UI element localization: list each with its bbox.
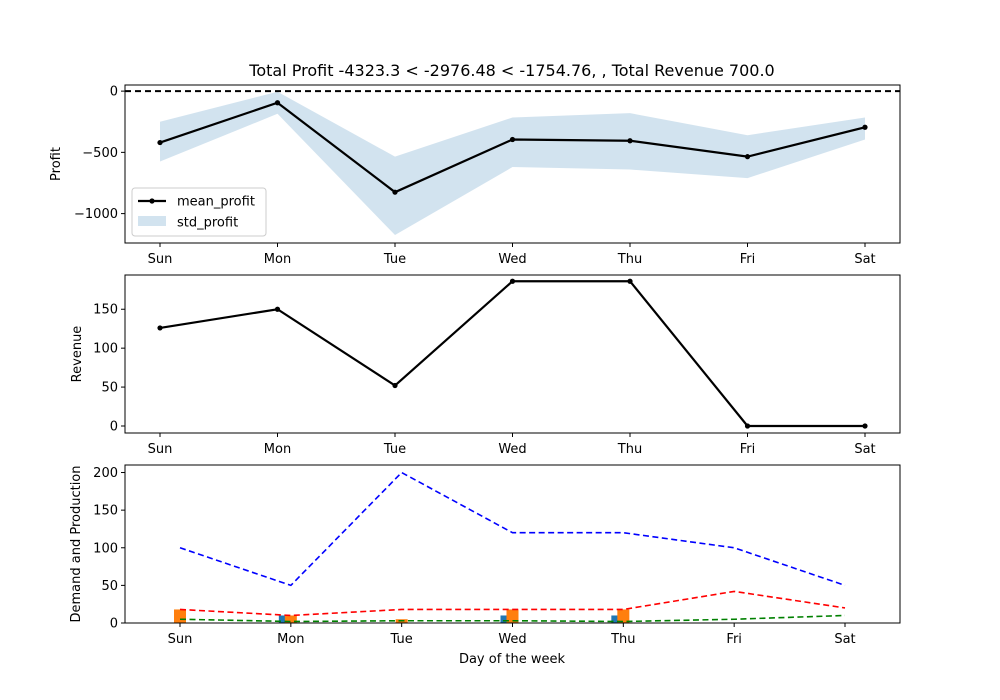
y-tick-label: 150 [93, 303, 118, 318]
legend-label: mean_profit [177, 195, 255, 210]
data-point [392, 189, 398, 195]
data-point [744, 154, 751, 160]
y-tick-label: 0 [110, 419, 118, 434]
data-point [862, 124, 868, 130]
x-tick-label: Sat [854, 442, 875, 457]
x-tick-label: Mon [264, 252, 291, 267]
data-point [274, 100, 281, 106]
x-tick-label: Wed [498, 632, 526, 647]
x-tick-label: Mon [264, 442, 291, 457]
x-tick-label: Fri [740, 252, 756, 267]
y-tick-label: 0 [110, 617, 118, 632]
revenue-panel: Sun Mon Tue Wed Thu Fri Sat 0 50 100 150 Revenue [70, 274, 901, 457]
data-point [744, 423, 751, 429]
y-tick-label: 50 [101, 381, 118, 396]
y-tick-label: 100 [93, 541, 118, 556]
x-tick-label: Sun [168, 632, 193, 647]
x-tick-label: Sat [854, 252, 875, 267]
x-tick-label: Sun [148, 442, 173, 457]
chart-title: Total Profit -4323.3 < -2976.48 < -1754.… [248, 61, 774, 80]
bar [617, 609, 630, 623]
x-tick-label: Tue [390, 632, 413, 647]
x-tick-label: Wed [498, 442, 526, 457]
legend-label: std_profit [177, 216, 238, 231]
y-axis-label: Demand and Production [69, 465, 84, 622]
x-tick-label: Tue [383, 252, 406, 267]
y-tick-label: 150 [93, 504, 118, 519]
legend: mean_profit std_profit [131, 187, 267, 237]
y-axis-label: Revenue [70, 326, 85, 383]
data-point [509, 136, 516, 143]
profit-panel: Sun Mon Tue Wed Thu Fri Sat 0 −500 −1000 Profit mea… [49, 84, 901, 267]
y-tick-label: 0 [110, 85, 118, 100]
std-band [160, 91, 865, 236]
x-tick-label: Wed [498, 252, 526, 267]
demand-production-panel: Sun Mon Tue Wed Thu Fri Sat 0 50 100 150 200 Demand … [69, 464, 901, 647]
data-point [627, 138, 633, 144]
y-tick-label: 50 [101, 579, 118, 594]
data-point [274, 306, 281, 312]
y-axis-label: Profit [49, 147, 64, 181]
y-tick-label: 100 [93, 342, 118, 357]
data-point [392, 382, 398, 389]
x-tick-label: Fri [726, 632, 742, 647]
x-axis-label: Day of the week [459, 652, 566, 667]
y-tick-label: −500 [82, 146, 118, 161]
x-tick-label: Thu [610, 632, 635, 647]
y-tick-label: −1000 [74, 207, 118, 222]
legend-marker [149, 198, 155, 204]
data-point [862, 423, 868, 429]
y-tick-label: 200 [93, 466, 118, 481]
x-tick-label: Thu [617, 252, 642, 267]
data-point [157, 325, 163, 331]
series-line [179, 614, 846, 623]
x-tick-label: Thu [617, 442, 642, 457]
series-line [179, 471, 846, 587]
x-tick-label: Fri [740, 442, 756, 457]
legend-band-swatch [138, 216, 166, 226]
data-point [157, 139, 163, 146]
bar [506, 609, 519, 623]
data-point [509, 278, 516, 284]
bar [174, 609, 186, 623]
x-tick-label: Sat [834, 632, 855, 647]
x-tick-label: Tue [383, 442, 406, 457]
bar [284, 615, 297, 623]
series-line [179, 590, 846, 617]
data-point [627, 278, 633, 284]
x-tick-label: Mon [277, 632, 304, 647]
x-tick-label: Sun [148, 252, 173, 267]
